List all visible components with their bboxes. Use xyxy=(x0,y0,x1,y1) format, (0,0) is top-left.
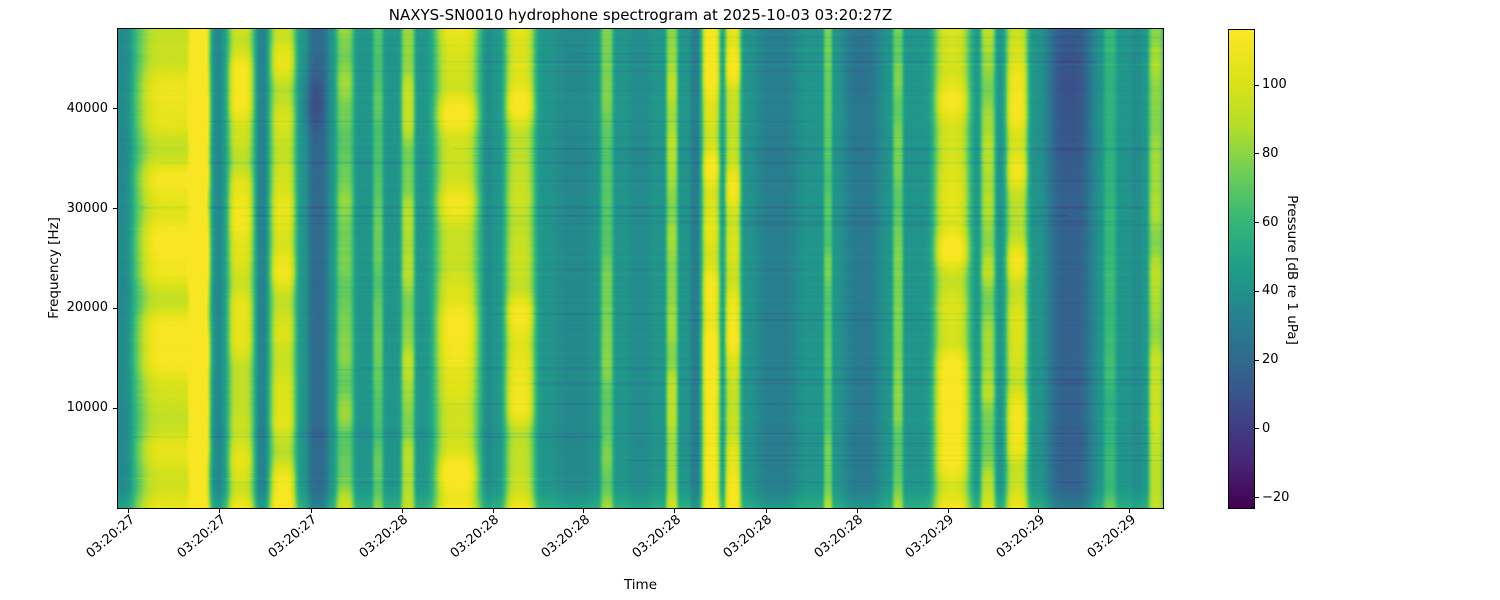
colorbar-tick-mark xyxy=(1255,290,1259,292)
colorbar-tick-label: 0 xyxy=(1262,420,1271,436)
plot-frame xyxy=(117,28,1164,509)
y-tick-mark xyxy=(113,307,117,309)
x-tick-mark xyxy=(947,509,949,513)
colorbar-tick-label: −20 xyxy=(1262,489,1290,505)
x-tick-mark xyxy=(401,509,403,513)
x-tick-label: 03:20:28 xyxy=(720,512,775,562)
x-tick-mark xyxy=(1129,509,1131,513)
colorbar-tick-mark xyxy=(1255,222,1259,224)
colorbar-tick-label: 100 xyxy=(1262,77,1287,93)
x-tick-mark xyxy=(219,509,221,513)
colorbar-tick-label: 60 xyxy=(1262,214,1279,230)
chart-title: NAXYS-SN0010 hydrophone spectrogram at 2… xyxy=(388,6,893,24)
colorbar-tick-mark xyxy=(1255,153,1259,155)
x-tick-label: 03:20:27 xyxy=(265,512,320,562)
x-tick-label: 03:20:29 xyxy=(1084,512,1139,562)
x-tick-mark xyxy=(765,509,767,513)
y-tick-mark xyxy=(113,208,117,210)
x-tick-label: 03:20:27 xyxy=(174,512,229,562)
x-tick-label: 03:20:28 xyxy=(356,512,412,562)
colorbar-tick-mark xyxy=(1255,497,1259,499)
x-tick-label: 03:20:28 xyxy=(629,512,684,562)
y-tick-label: 40000 xyxy=(66,100,108,116)
spectrogram-heatmap xyxy=(118,29,1163,508)
colorbar-tick-label: 20 xyxy=(1262,352,1279,368)
x-tick-mark xyxy=(492,509,494,513)
colorbar-tick-mark xyxy=(1255,84,1259,86)
colorbar-label: Pressure [dB re 1 uPa] xyxy=(1284,195,1300,345)
x-tick-label: 03:20:28 xyxy=(538,512,593,562)
x-tick-label: 03:20:29 xyxy=(902,512,958,562)
x-tick-label: 03:20:28 xyxy=(811,512,867,562)
colorbar-tick-mark xyxy=(1255,359,1259,361)
colorbar-tick-label: 40 xyxy=(1262,283,1279,299)
y-tick-mark xyxy=(113,407,117,409)
colorbar-frame xyxy=(1228,29,1255,509)
x-tick-label: 03:20:29 xyxy=(993,512,1048,562)
x-tick-mark xyxy=(583,509,585,513)
x-tick-mark xyxy=(1038,509,1040,513)
colorbar-tick-mark xyxy=(1255,428,1259,430)
colorbar-tick-label: 80 xyxy=(1262,145,1279,161)
y-tick-label: 20000 xyxy=(66,300,108,316)
x-tick-mark xyxy=(310,509,312,513)
x-axis-label: Time xyxy=(623,577,658,593)
y-tick-label: 30000 xyxy=(66,200,108,216)
x-tick-label: 03:20:27 xyxy=(83,512,138,562)
y-axis-label: Frequency [Hz] xyxy=(46,217,62,319)
y-tick-mark xyxy=(113,108,117,110)
x-tick-label: 03:20:28 xyxy=(447,512,503,562)
x-tick-mark xyxy=(856,509,858,513)
colorbar-gradient xyxy=(1229,30,1254,508)
y-tick-label: 10000 xyxy=(66,400,108,416)
x-tick-mark xyxy=(674,509,676,513)
x-tick-mark xyxy=(128,509,130,513)
